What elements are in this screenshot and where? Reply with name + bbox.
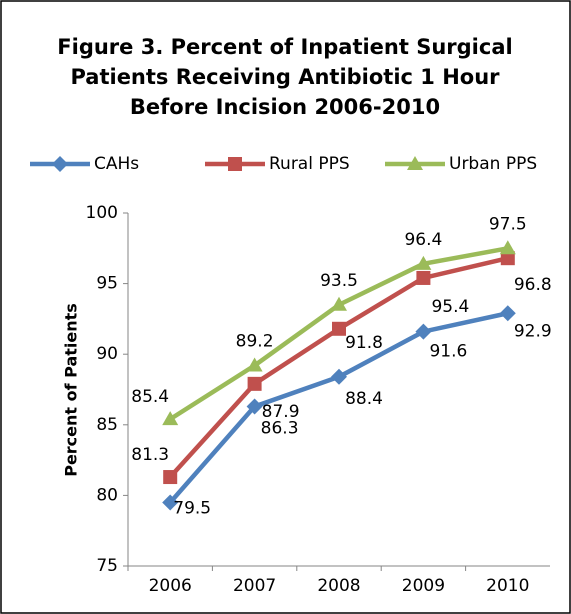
marker bbox=[163, 470, 178, 485]
chart-title: Figure 3. Percent of Inpatient Surgical bbox=[57, 35, 512, 59]
chart-title: Before Incision 2006-2010 bbox=[130, 95, 440, 119]
data-label: 88.4 bbox=[345, 389, 383, 409]
marker bbox=[415, 323, 432, 340]
y-tick-label: 90 bbox=[96, 344, 118, 364]
marker bbox=[246, 357, 263, 372]
x-tick-label: 2007 bbox=[233, 576, 276, 596]
marker bbox=[162, 411, 179, 426]
marker bbox=[415, 255, 432, 270]
x-tick-label: 2008 bbox=[317, 576, 360, 596]
legend-label: Rural PPS bbox=[269, 154, 350, 174]
legend-label: CAHs bbox=[94, 154, 139, 174]
x-tick-label: 2006 bbox=[149, 576, 192, 596]
data-label: 86.3 bbox=[261, 418, 299, 438]
y-tick-label: 80 bbox=[96, 485, 118, 505]
marker bbox=[247, 376, 262, 391]
data-label: 91.8 bbox=[345, 333, 383, 353]
marker bbox=[499, 240, 516, 255]
y-tick-label: 75 bbox=[96, 556, 118, 576]
y-axis-title: Percent of Patients bbox=[62, 303, 81, 477]
data-label: 96.4 bbox=[404, 230, 442, 250]
marker bbox=[332, 321, 346, 336]
marker bbox=[331, 296, 347, 311]
legend-label: Urban PPS bbox=[449, 154, 537, 174]
y-tick-label: 85 bbox=[96, 415, 118, 435]
legend-marker bbox=[228, 157, 242, 171]
data-label: 81.3 bbox=[131, 445, 169, 465]
x-tick-label: 2009 bbox=[402, 576, 445, 596]
x-tick-label: 2010 bbox=[486, 576, 529, 596]
marker bbox=[500, 251, 515, 266]
marker bbox=[416, 270, 431, 285]
data-label: 85.4 bbox=[131, 387, 169, 407]
data-label: 93.5 bbox=[320, 271, 358, 291]
chart-title: Patients Receiving Antibiotic 1 Hour bbox=[70, 65, 500, 89]
data-label: 97.5 bbox=[489, 214, 527, 234]
marker bbox=[246, 398, 263, 415]
legend-marker bbox=[52, 156, 68, 172]
legend-marker bbox=[407, 156, 423, 170]
data-label: 79.5 bbox=[173, 498, 211, 518]
marker bbox=[331, 368, 347, 385]
marker bbox=[162, 494, 179, 511]
data-label: 96.8 bbox=[514, 275, 552, 295]
data-label: 92.9 bbox=[514, 321, 552, 341]
marker bbox=[499, 305, 516, 322]
data-label: 95.4 bbox=[431, 297, 469, 317]
data-label: 87.9 bbox=[262, 402, 300, 422]
y-tick-label: 100 bbox=[86, 203, 118, 223]
data-label: 91.6 bbox=[429, 342, 467, 362]
data-label: 89.2 bbox=[236, 331, 274, 351]
y-tick-label: 95 bbox=[96, 274, 118, 294]
